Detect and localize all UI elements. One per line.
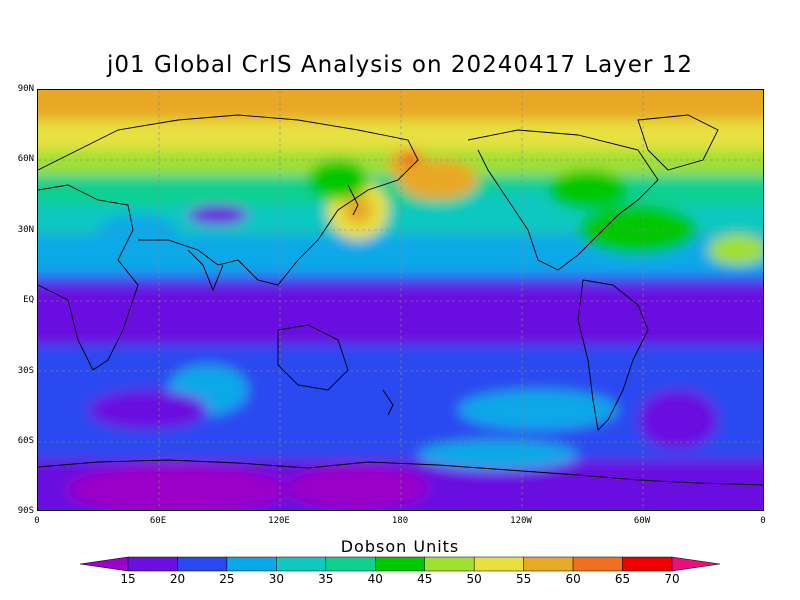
colorbar-segment (127, 556, 178, 572)
colorbar-tick-label: 35 (318, 572, 334, 586)
colorbar-tick-label: 25 (219, 572, 235, 586)
graticule (38, 90, 763, 510)
colorbar-segment (276, 556, 327, 572)
ozone-map (37, 89, 764, 511)
colorbar-segment (375, 556, 425, 572)
lon-label-60w: 60W (633, 516, 651, 526)
lat-label-60s: 60S (17, 436, 34, 446)
colorbar-tick-label: 70 (664, 572, 680, 586)
lon-label-0-left: 0 (34, 516, 40, 526)
colorbar-tick-label: 55 (515, 572, 532, 586)
colorbar-segment (177, 556, 228, 572)
lat-label-60n: 60N (17, 154, 34, 164)
coastlines (38, 114, 763, 486)
lat-label-30n: 30N (17, 225, 34, 235)
colorbar-tick-label: 60 (565, 572, 581, 586)
colorbar-tick-label: 65 (614, 572, 631, 586)
lon-label-120w: 120W (510, 516, 532, 526)
lon-label-180: 180 (391, 516, 409, 526)
colorbar-tick-label: 20 (169, 572, 186, 586)
colorbar-segment (325, 556, 376, 572)
colorbar-title: Dobson Units (340, 537, 460, 556)
lat-label-30s: 30S (17, 366, 34, 376)
colorbar-segment (622, 556, 673, 572)
colorbar-segment (572, 556, 623, 572)
lon-label-120e: 120E (268, 516, 290, 526)
colorbar-tick-label: 50 (466, 572, 482, 586)
map-title: j01 Global CrIS Analysis on 20240417 Lay… (107, 52, 693, 78)
lat-label-90n: 90N (17, 84, 34, 94)
colorbar-segment-min (80, 556, 129, 572)
colorbar-tick-label: 30 (268, 572, 284, 586)
colorbar-segment (226, 556, 277, 572)
colorbar-tick-label: 15 (120, 572, 136, 586)
colorbar-segment (523, 556, 574, 572)
lon-label-60e: 60E (149, 516, 167, 526)
colorbar (80, 556, 720, 572)
colorbar-tick-label: 40 (367, 572, 383, 586)
colorbar-segment (473, 556, 524, 572)
colorbar-segment-max (671, 556, 720, 572)
colorbar-tick-label: 45 (417, 572, 433, 586)
lat-label-eq: EQ (23, 295, 34, 305)
lat-label-90s: 90S (17, 506, 34, 516)
lon-label-0-right: 0 (760, 516, 766, 526)
colorbar-segment (424, 556, 475, 572)
ozone-field (38, 90, 763, 510)
